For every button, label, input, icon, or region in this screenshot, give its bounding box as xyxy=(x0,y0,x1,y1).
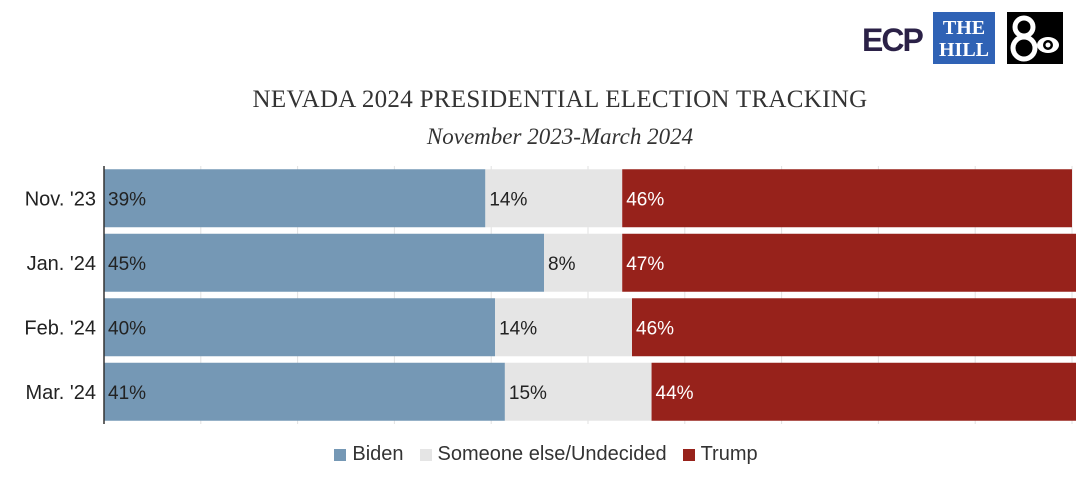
data-label: 39% xyxy=(108,189,146,210)
bar-someone-else-undecided xyxy=(495,298,632,357)
chart-subtitle: November 2023-March 2024 xyxy=(426,124,694,149)
legend-swatch xyxy=(334,448,347,461)
data-label: 40% xyxy=(108,318,146,339)
bar-someone-else-undecided xyxy=(504,362,652,421)
data-label: 15% xyxy=(509,383,547,404)
legend-item: Trump xyxy=(682,443,758,466)
data-label: 8% xyxy=(548,254,576,275)
chart-legend: Biden Someone else/Undecided Trump xyxy=(8,443,1076,466)
category-label: Jan. '24 xyxy=(27,253,96,275)
category-label: Nov. '23 xyxy=(25,188,96,210)
data-label: 46% xyxy=(626,189,664,210)
data-label: 46% xyxy=(636,318,674,339)
bar-biden xyxy=(104,298,496,357)
bar-trump xyxy=(622,233,1076,292)
legend-item: Someone else/Undecided xyxy=(419,443,667,466)
bar-trump xyxy=(622,169,1072,228)
legend-label: Someone else/Undecided xyxy=(437,443,667,465)
legend-label: Trump xyxy=(700,443,758,465)
data-label: 14% xyxy=(489,189,527,210)
legend-swatch xyxy=(682,448,695,461)
data-label: 47% xyxy=(626,254,664,275)
bar-biden xyxy=(104,233,544,292)
category-label: Feb. '24 xyxy=(24,317,96,339)
legend-swatch xyxy=(419,448,432,461)
bar-someone-else-undecided xyxy=(485,169,623,228)
data-label: 44% xyxy=(656,383,694,404)
legend-label: Biden xyxy=(352,443,404,465)
chart-title: NEVADA 2024 PRESIDENTIAL ELECTION TRACKI… xyxy=(252,86,868,113)
bar-trump xyxy=(651,362,1076,421)
channel-8-logo xyxy=(1007,12,1063,64)
channel-8-icon xyxy=(1010,15,1059,62)
bar-biden xyxy=(104,362,505,421)
the-hill-logo: THE HILL xyxy=(933,12,995,64)
legend-item: Biden xyxy=(334,443,404,466)
bar-someone-else-undecided xyxy=(544,233,623,292)
data-label: 14% xyxy=(499,318,537,339)
the-hill-logo-line1: THE xyxy=(942,17,986,39)
bar-trump xyxy=(632,298,1076,357)
the-hill-logo-line2: HILL xyxy=(938,39,990,61)
category-label: Mar. '24 xyxy=(25,382,96,404)
data-label: 41% xyxy=(108,383,146,404)
data-label: 45% xyxy=(108,254,146,275)
bar-biden xyxy=(104,169,486,228)
ecp-logo: ECP xyxy=(862,22,924,58)
